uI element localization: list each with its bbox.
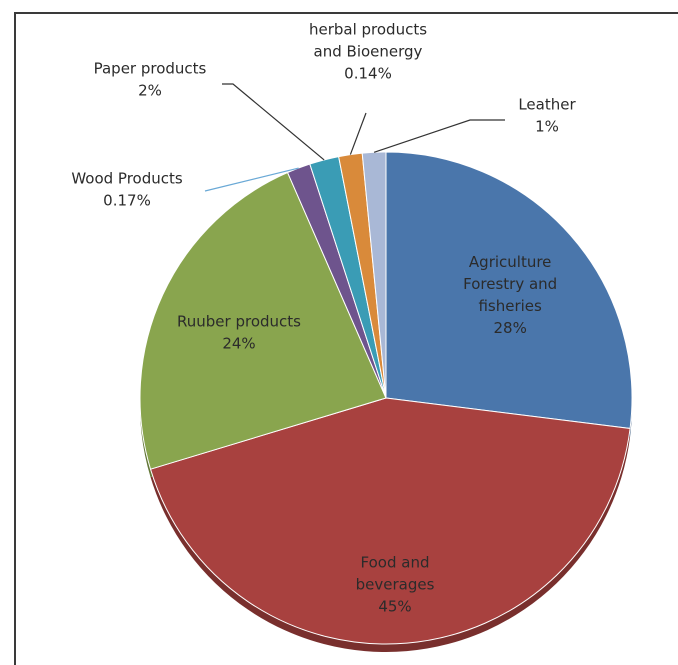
slice-label: 2%	[138, 82, 162, 100]
pie-slice	[149, 397, 631, 645]
slice-label: Paper products	[94, 60, 207, 78]
slice-label: 45%	[378, 598, 411, 616]
leader-lines	[204, 83, 505, 192]
slice-label: 0.17%	[103, 192, 151, 210]
pie-slice	[385, 151, 633, 430]
pie-slices	[139, 151, 633, 645]
leader-line	[204, 167, 299, 192]
slice-labels: Agriculture Forestry and fisheries 28% Food …	[71, 21, 576, 616]
slice-label: herbal products	[309, 21, 427, 39]
slice-label: and Bioenergy	[314, 43, 423, 61]
leader-line	[373, 119, 505, 153]
slice-label: fisheries	[478, 297, 542, 315]
leader-line	[222, 83, 325, 161]
slice-label: 1%	[535, 118, 559, 136]
pie-slice	[139, 171, 387, 470]
pie-slice	[361, 151, 387, 399]
slice-label: Leather	[518, 96, 576, 114]
slice-label: Ruuber products	[177, 313, 301, 331]
slice-label: Wood Products	[71, 170, 183, 188]
slice-label: Food and	[361, 554, 430, 572]
slice-label: Agriculture	[469, 253, 552, 271]
slice-label: 0.14%	[344, 65, 392, 83]
slice-label: beverages	[356, 576, 435, 594]
slice-label: 28%	[493, 319, 526, 337]
leader-line	[349, 112, 367, 155]
slice-label: 24%	[222, 335, 255, 353]
slice-label: Forestry and	[463, 275, 557, 293]
